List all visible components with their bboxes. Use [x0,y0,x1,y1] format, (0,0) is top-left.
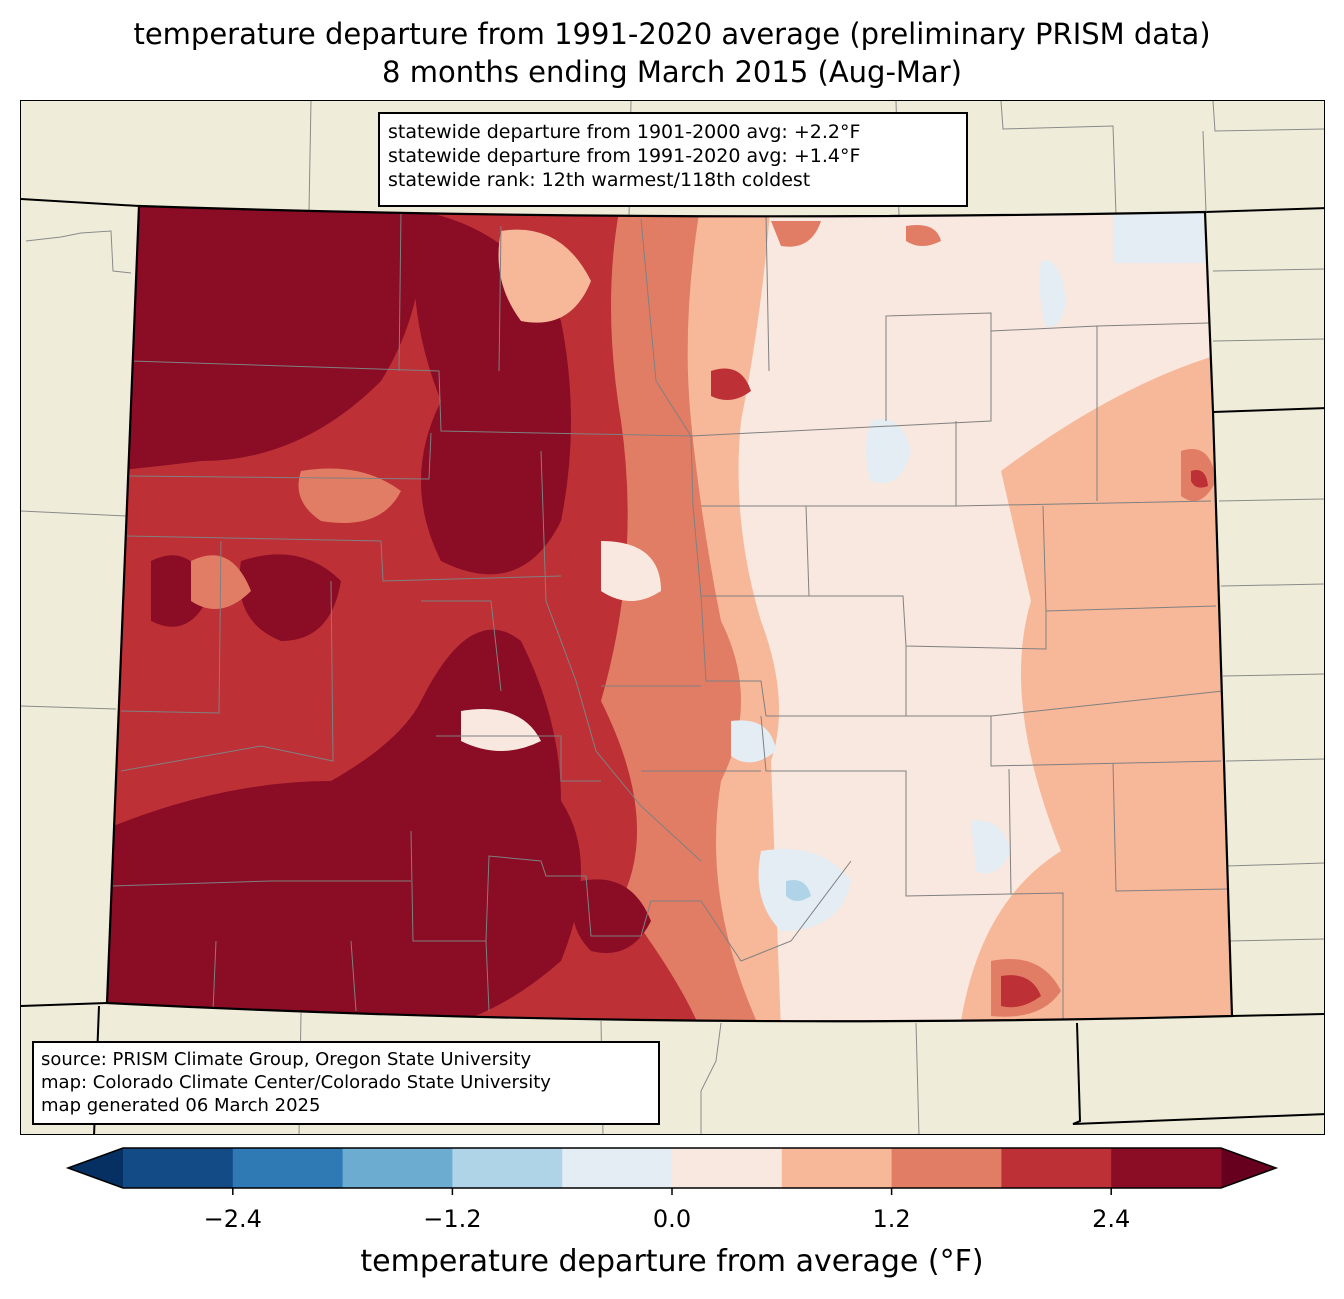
source-box: source: PRISM Climate Group, Oregon Stat… [32,1041,660,1125]
colorbar-label: temperature departure from average (°F) [360,1244,984,1279]
colorbar-bin [232,1148,344,1188]
colorbar-tick-label: 0.0 [652,1205,692,1233]
colorbar-tick-label: −2.4 [203,1205,262,1233]
colorado-border [105,204,1234,1023]
colorbar-over-extension [1221,1148,1276,1188]
colorbar-bin [891,1148,1002,1188]
temperature-field [107,206,1232,1022]
stats-line-3: statewide rank: 12th warmest/118th colde… [388,169,811,191]
stats-line-1: statewide departure from 1901-2000 avg: … [388,121,861,143]
county-lines [110,210,1230,1021]
colorbar-outline [65,1147,1279,1189]
stats-line-2: statewide departure from 1991-2020 avg: … [388,145,861,167]
source-line-2: map: Colorado Climate Center/Colorado St… [41,1072,551,1093]
colorbar-bin [562,1148,673,1188]
colorbar-bin [342,1148,453,1188]
colorbar-bin [1111,1148,1222,1188]
map-panel [20,100,1325,1135]
colorado-map [21,101,1324,1134]
statewide-stats-box: statewide departure from 1901-2000 avg: … [378,112,968,207]
title-line-2: 8 months ending March 2015 (Aug-Mar) [382,55,962,89]
source-line-3: map generated 06 March 2025 [41,1095,321,1116]
colorbar-tick-label: 2.4 [1092,1205,1131,1233]
colorbar-bin [781,1148,893,1188]
colorbar-bin [452,1148,563,1188]
colorbar-bin [1001,1148,1112,1188]
colorbar-bin [123,1148,234,1188]
colorbar [65,1147,1279,1195]
title-line-1: temperature departure from 1991-2020 ave… [133,17,1211,51]
colorbar-tick-label: 1.2 [872,1205,911,1233]
colorbar-tick-label: −1.2 [423,1205,482,1233]
colorbar-under-extension [68,1148,123,1188]
colorbar-bin [672,1148,783,1188]
source-line-1: source: PRISM Climate Group, Oregon Stat… [41,1049,532,1070]
